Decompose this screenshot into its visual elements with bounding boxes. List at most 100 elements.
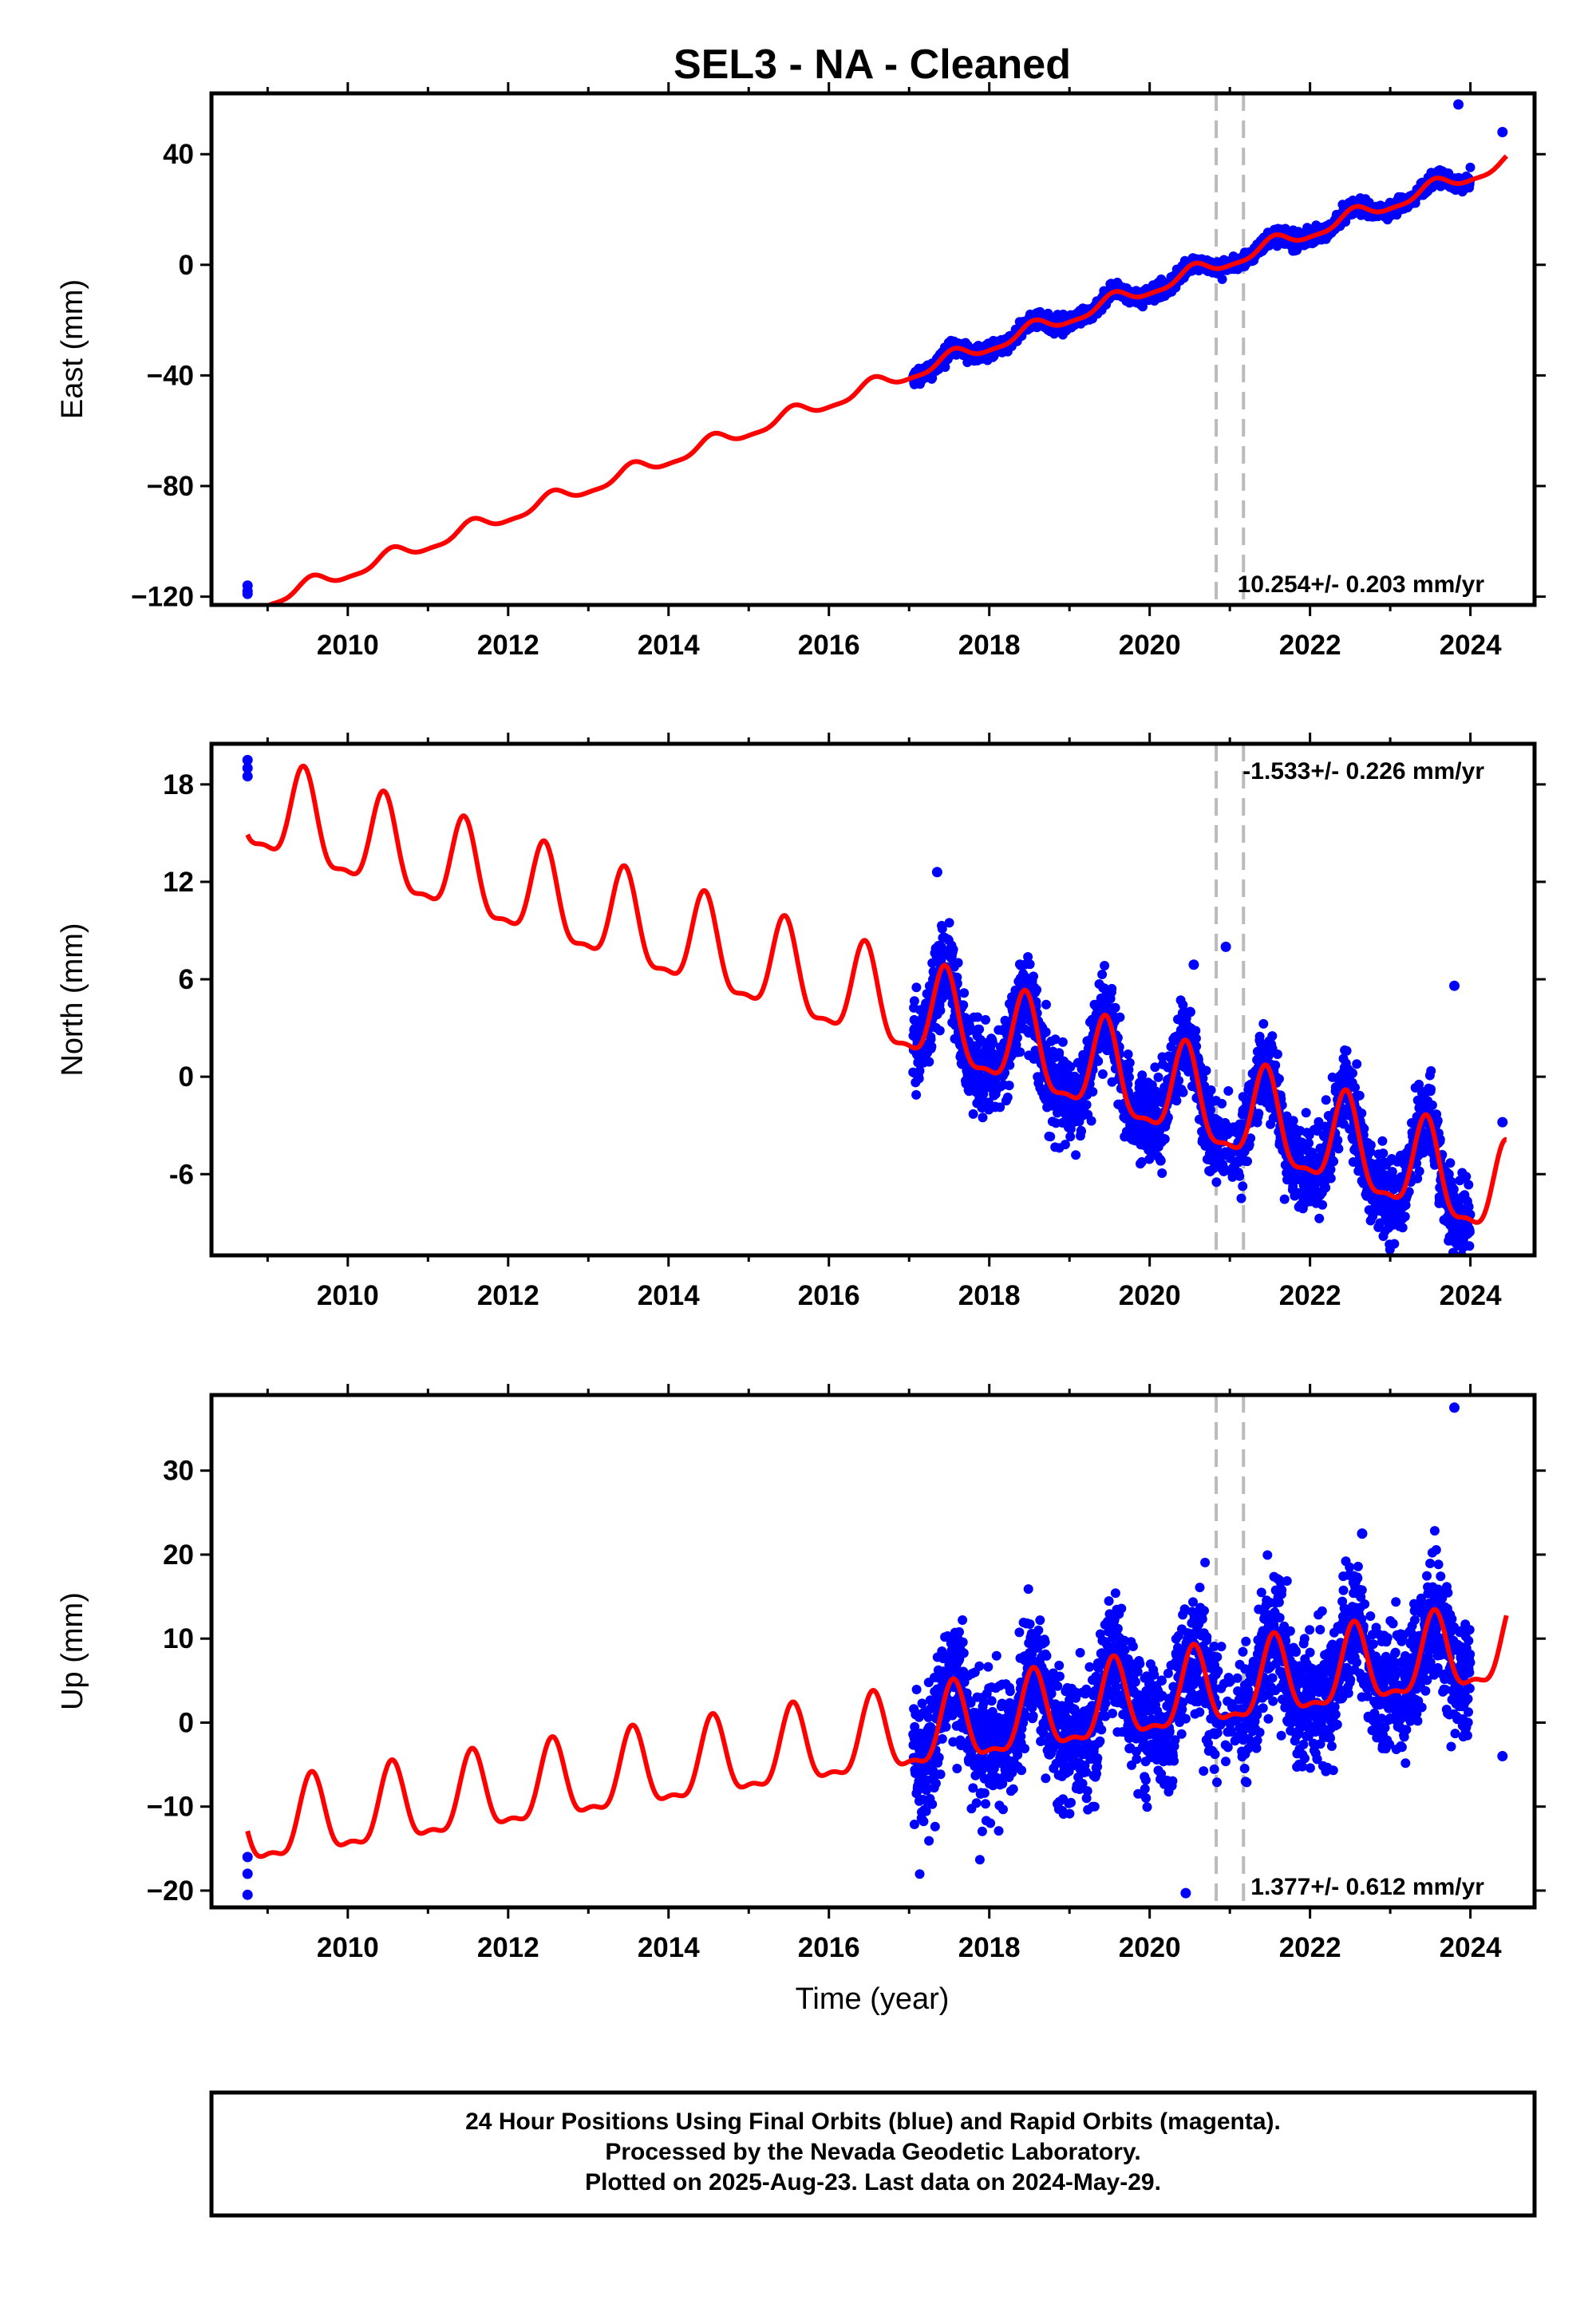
data-point [1301,1108,1311,1118]
data-point [958,1000,969,1010]
data-point [1041,999,1051,1010]
data-point [1045,1132,1056,1142]
data-point [1267,1031,1278,1041]
data-point [1223,1086,1234,1096]
data-point [1086,1116,1096,1126]
data-point [981,1014,990,1025]
data-point [1153,1072,1163,1082]
data-point [968,1109,978,1119]
data-point [1206,1085,1216,1095]
data-point [1201,1065,1211,1076]
data-point [1159,1134,1170,1144]
data-point [978,1113,988,1123]
data-point [1432,1116,1443,1126]
data-point [1279,1194,1290,1204]
data-point [1321,1095,1331,1105]
data-point [1032,985,1042,995]
data-point [1274,1073,1284,1084]
data-point [1272,1049,1282,1059]
data-point [1093,1056,1104,1066]
data-point [1088,1087,1098,1097]
data-point [1354,1090,1365,1101]
data-point [1235,1171,1245,1181]
y-tick-label: −40 [147,360,194,391]
x-tick-label: 2018 [958,630,1021,661]
data-point [1325,1173,1336,1184]
data-point [1123,1049,1133,1059]
data-point [1304,1138,1314,1148]
data-point [1497,127,1508,138]
data-point [1397,1223,1408,1233]
data-point [1071,1150,1081,1160]
data-point [1029,971,1038,982]
data-point [1270,1060,1281,1070]
data-point [959,988,970,998]
data-point [1124,1072,1134,1082]
data-point [1258,1018,1269,1029]
data-point [1461,1172,1472,1182]
data-point [935,1006,946,1016]
data-point [944,918,954,928]
data-point [1445,1158,1456,1168]
data-point [911,982,922,993]
data-point [934,1026,945,1036]
data-point [1124,1057,1135,1068]
data-point [1015,1047,1025,1057]
data-point [1004,1081,1014,1091]
x-tick-label: 2010 [317,630,379,661]
panels-group: 2010 2012 2014 2016 2018 2020 2022 2024 −120 −80 −… [56,82,1546,1963]
y-tick-label: −80 [147,471,194,502]
data-point [1238,1181,1248,1192]
data-point [1041,1027,1051,1037]
data-point [1357,1109,1367,1118]
data-point [1115,1012,1125,1022]
rate-label: 10.254+/- 0.203 mm/yr [1238,571,1485,598]
data-point [1341,1045,1352,1056]
x-tick-label: 2016 [798,630,860,661]
data-point [242,588,253,599]
x-tick-label: 2024 [1440,630,1502,661]
data-point [911,1089,922,1100]
data-point [1242,1156,1252,1167]
y-tick-label: −120 [131,582,194,613]
data-point [1057,1037,1068,1047]
data-point [1333,1135,1343,1145]
x-tick-label: 2014 [638,630,700,661]
data-point [1348,1068,1357,1078]
data-point [1254,1109,1264,1119]
data-point [1352,1059,1362,1069]
data-point [1100,961,1110,970]
data-point [1097,1069,1108,1079]
x-tick-label: 2012 [477,630,539,661]
x-tick-label: 2022 [1279,630,1341,661]
data-point [1359,1124,1369,1134]
data-point [1377,1136,1388,1146]
x-tick-label: 2020 [1119,630,1181,661]
y-tick-label: 40 [163,139,194,170]
y-axis-title: East (mm) [56,279,89,419]
data-point [974,1024,985,1034]
chart-title: SEL3 - NA - Cleaned [674,41,1071,88]
y-tick-label: 0 [179,250,194,281]
data-point [1389,1239,1400,1249]
data-point [1321,1183,1331,1193]
data-point [1414,1166,1424,1176]
data-point [1288,1116,1298,1126]
data-point [1453,99,1464,110]
data-point [1138,302,1148,312]
data-point [1217,274,1227,284]
data-point [940,362,950,372]
data-point [1012,1033,1022,1043]
data-point [1314,1213,1325,1223]
data-point [1236,1193,1246,1203]
data-point [1110,1002,1120,1013]
data-point [1217,1098,1227,1109]
data-point [1025,959,1035,970]
data-point [1211,1177,1222,1188]
data-point [953,958,963,968]
data-point [1054,1048,1065,1058]
data-point [1178,1087,1188,1097]
data-point [1002,1093,1013,1102]
data-point [948,944,958,954]
